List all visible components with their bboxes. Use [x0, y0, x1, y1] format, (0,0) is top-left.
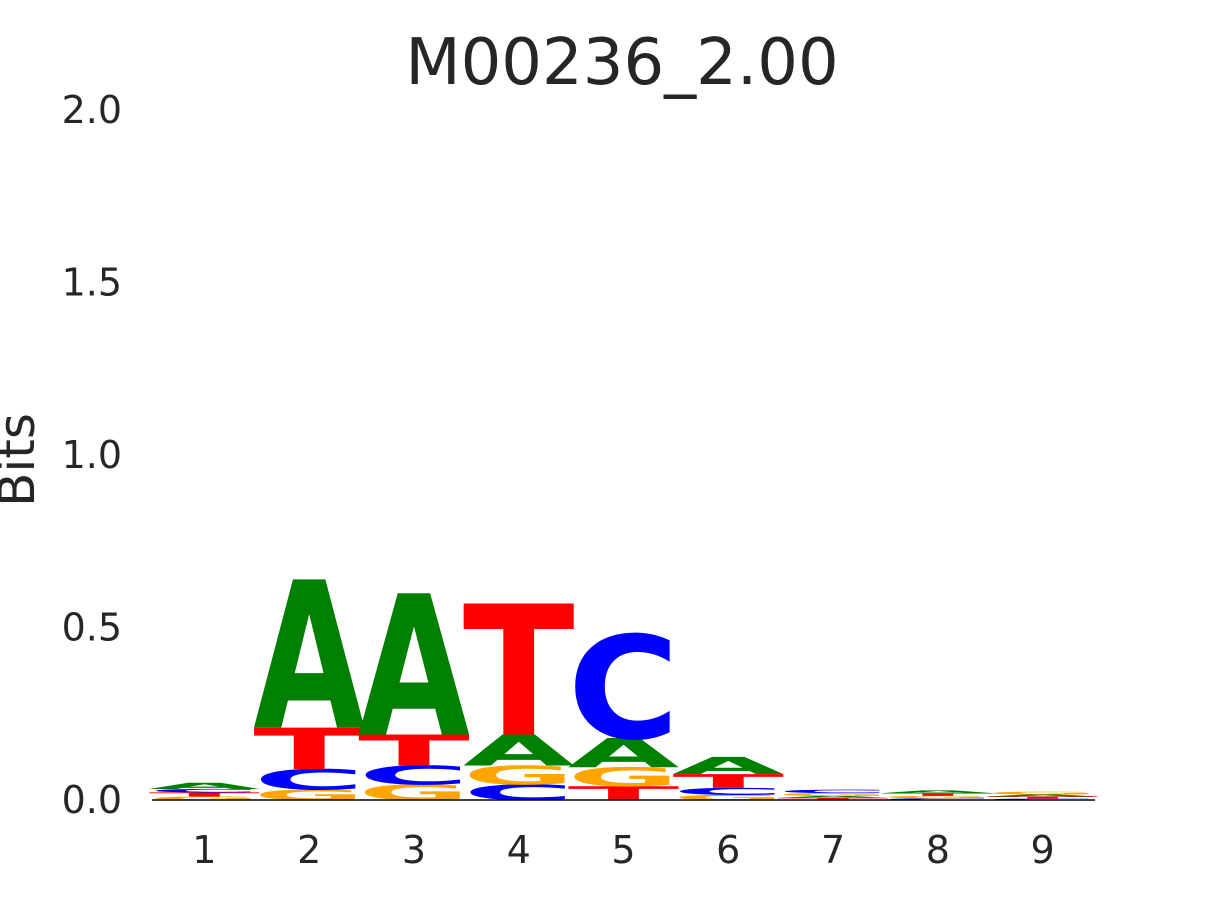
x-axis-ticks: 1 2 3 4 5 6 7 8 9: [192, 828, 1054, 872]
logo-letter-T: T: [568, 782, 680, 804]
logo-letter-C: C: [358, 760, 470, 790]
x-tick-label: 7: [821, 828, 845, 872]
logo-letter-C: C: [463, 780, 575, 805]
y-tick-label: 1.5: [62, 261, 122, 305]
x-tick-label: 8: [926, 828, 950, 872]
logo-letter-C: C: [149, 788, 261, 793]
logo-letter-T: T: [463, 567, 575, 777]
logo-letter-T: T: [672, 770, 784, 792]
logo-letter-A: A: [149, 781, 261, 791]
y-tick-label: 1.0: [62, 433, 122, 477]
logo-letter-T: T: [987, 796, 1099, 799]
logo-letter-G: G: [358, 780, 470, 805]
y-axis-label: Bits: [0, 413, 46, 507]
y-tick-label: 0.0: [62, 778, 122, 822]
x-tick-label: 2: [297, 828, 321, 872]
logo-letter-T: T: [149, 791, 261, 798]
logo-letter-G: G: [882, 795, 994, 799]
logo-letter-A: A: [568, 730, 680, 777]
logo-letter-G: G: [987, 791, 1099, 795]
x-tick-label: 4: [507, 828, 531, 872]
logo-letter-G: G: [253, 787, 365, 804]
x-tick-label: 9: [1031, 828, 1055, 872]
logo-letter-stacks: GTCAGCTAGCTACGATTGACGCTATAGCCGTACTAG: [149, 538, 1099, 805]
logo-letter-A: A: [463, 726, 575, 776]
x-tick-label: 5: [611, 828, 635, 872]
logo-letter-T: T: [777, 797, 889, 800]
logo-letter-A: A: [253, 538, 365, 775]
chart-title: M00236_2.00: [405, 26, 838, 100]
x-tick-label: 1: [192, 828, 216, 872]
x-tick-label: 6: [716, 828, 740, 872]
logo-letter-A: A: [358, 555, 470, 781]
logo-letter-A: A: [987, 794, 1099, 797]
logo-letter-A: A: [777, 795, 889, 798]
logo-letter-G: G: [149, 796, 261, 801]
x-tick-label: 3: [402, 828, 426, 872]
logo-letter-A: A: [882, 790, 994, 794]
logo-letter-C: C: [568, 606, 680, 772]
logo-letter-A: A: [672, 752, 784, 779]
logo-letter-G: G: [777, 792, 889, 796]
logo-letter-C: C: [777, 789, 889, 794]
logo-letter-G: G: [568, 762, 680, 792]
logo-letter-T: T: [253, 716, 365, 782]
logo-letter-T: T: [882, 792, 994, 796]
logo-letter-C: C: [672, 786, 784, 797]
y-axis-ticks: 0.0 0.5 1.0 1.5 2.0: [62, 88, 122, 822]
logo-letter-C: C: [253, 763, 365, 796]
y-tick-label: 2.0: [62, 88, 122, 132]
logo-letter-T: T: [358, 726, 470, 775]
logo-letter-G: G: [672, 793, 784, 801]
y-tick-label: 0.5: [62, 606, 122, 650]
logo-letter-C: C: [882, 798, 994, 801]
logo-letter-G: G: [463, 761, 575, 791]
